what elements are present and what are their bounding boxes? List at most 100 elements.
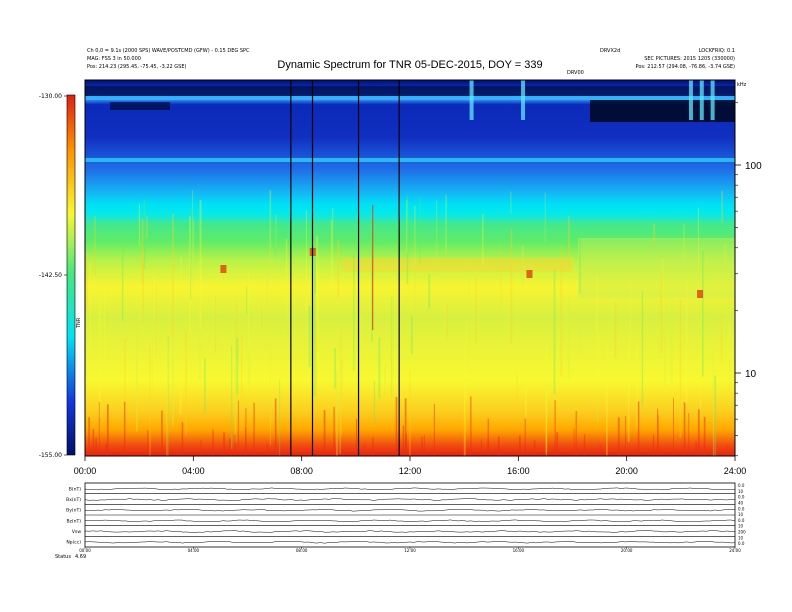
spec-streak xyxy=(579,231,581,294)
spec-red-streak xyxy=(245,408,247,456)
spec-streak xyxy=(135,310,138,432)
spec-streak xyxy=(521,246,524,287)
spec-red-streak xyxy=(683,402,686,456)
spec-streak xyxy=(330,219,332,283)
spec-streak xyxy=(482,213,484,265)
chart-title: Dynamic Spectrum for TNR 05-DEC-2015, DO… xyxy=(277,59,542,71)
y-axis-right-unit: kHz xyxy=(737,82,747,88)
spec-streak xyxy=(679,299,682,438)
spec-red-streak xyxy=(253,402,255,456)
spec-streak xyxy=(463,344,466,456)
spec-cyan-feature xyxy=(521,80,526,120)
spec-streak xyxy=(138,203,141,247)
lower-right-tick-label: 0.0 xyxy=(738,518,745,523)
spec-streak xyxy=(636,340,639,429)
lower-trace xyxy=(84,498,736,501)
spec-streak xyxy=(614,302,617,358)
x-tick-label: 08:00 xyxy=(290,466,313,476)
spec-streak xyxy=(510,228,513,344)
header-top-left-line1: Ch 0,0 = 9.1s (2000 SPS) WAVE/POSTCMD (G… xyxy=(87,48,250,54)
spec-streak xyxy=(419,197,421,264)
spec-streak xyxy=(155,285,157,356)
x-tick-label: 00:00 xyxy=(74,466,97,476)
lower-right-tick-label: 10 xyxy=(738,489,744,494)
lower-right-tick-label: 0.0 xyxy=(738,483,745,488)
x-tick-label: 16:00 xyxy=(507,466,530,476)
lower-row-label: Vsw xyxy=(72,529,81,535)
x-tick-label: 12:00 xyxy=(399,466,422,476)
spec-streak xyxy=(384,363,386,396)
spec-streak xyxy=(316,236,318,292)
spec-streak xyxy=(373,381,376,424)
spec-red-streak xyxy=(355,418,358,456)
spec-band-black xyxy=(590,100,735,122)
spec-streak xyxy=(409,371,411,456)
spec-streak xyxy=(391,297,393,399)
spec-red-streak xyxy=(402,425,404,456)
header-top-left-line3: Pos: 214.23 (295.45, -75.45, -3.22 GSE) xyxy=(87,64,187,70)
colorbar-tick-label: -155.00 xyxy=(39,452,62,459)
x-tick-label: 04:00 xyxy=(182,466,205,476)
header-center-marker: DRV00 xyxy=(567,70,584,76)
spec-red-streak xyxy=(212,429,214,456)
lower-x-tick-label: 24:00 xyxy=(729,548,741,553)
spec-streak xyxy=(149,345,151,456)
spec-streak xyxy=(359,314,361,366)
spec-streak xyxy=(124,338,126,414)
spec-streak xyxy=(314,254,317,294)
spec-streak xyxy=(578,320,580,357)
header-center-small: DRVX2d xyxy=(600,48,620,54)
spec-streak xyxy=(659,284,662,333)
spectrogram-panel xyxy=(85,80,735,456)
spectrogram-features xyxy=(85,80,735,456)
spec-streak xyxy=(500,243,502,307)
spec-streak xyxy=(468,259,470,355)
spec-red-streak xyxy=(617,417,620,456)
spec-streak xyxy=(683,223,685,266)
spec-red-streak xyxy=(161,410,163,456)
spec-band-dark xyxy=(85,86,735,96)
spec-streak xyxy=(103,289,106,363)
spec-streak xyxy=(353,252,355,371)
spec-streak xyxy=(524,375,527,419)
spec-streak xyxy=(627,339,630,442)
spec-streak xyxy=(714,375,717,456)
spec-streak xyxy=(545,344,548,453)
spec-streak xyxy=(705,254,708,328)
spec-streak xyxy=(199,324,201,381)
spec-streak xyxy=(685,279,688,404)
spec-streak xyxy=(658,334,660,361)
spec-red-streak xyxy=(583,434,586,456)
spec-red-streak xyxy=(147,430,149,456)
spec-streak xyxy=(313,260,316,290)
lower-right-tick-label: 40 xyxy=(738,500,744,505)
spec-red-streak xyxy=(333,406,335,456)
spec-streak xyxy=(308,305,311,367)
spec-streak xyxy=(337,239,340,298)
spec-red-streak xyxy=(92,428,95,456)
spec-streak xyxy=(305,210,307,314)
spec-streak xyxy=(596,275,598,380)
spec-red-streak xyxy=(95,437,97,456)
spec-cyan-feature xyxy=(699,80,704,120)
spec-streak xyxy=(406,200,408,254)
spec-streak xyxy=(598,331,601,385)
lower-trace xyxy=(84,519,736,523)
x-axis-ticks: 00:00 04:00 08:00 12:00 16:00 20:00 24:00 xyxy=(74,456,747,476)
lower-row-label: B(nT) xyxy=(69,486,81,492)
spec-streak xyxy=(143,199,146,270)
spec-red-blob xyxy=(697,290,704,298)
header-top-right-line1: LOCKFRIQ: 0.1 xyxy=(699,48,735,54)
spec-red-streak xyxy=(200,439,202,456)
lower-right-tick-label: 10 xyxy=(738,524,744,529)
spec-streak xyxy=(248,346,250,397)
spec-streak xyxy=(702,250,704,377)
spec-streak xyxy=(653,223,656,244)
spec-red-streak xyxy=(727,445,729,456)
colorbar-tick-label: -142.50 xyxy=(39,272,62,279)
x-tick-label: 24:00 xyxy=(724,466,747,476)
spec-red-streak xyxy=(599,444,601,456)
lower-row-label: By(nT) xyxy=(66,508,81,514)
colorbar: -130.00 -142.50 -155.00 TNR xyxy=(39,93,82,459)
